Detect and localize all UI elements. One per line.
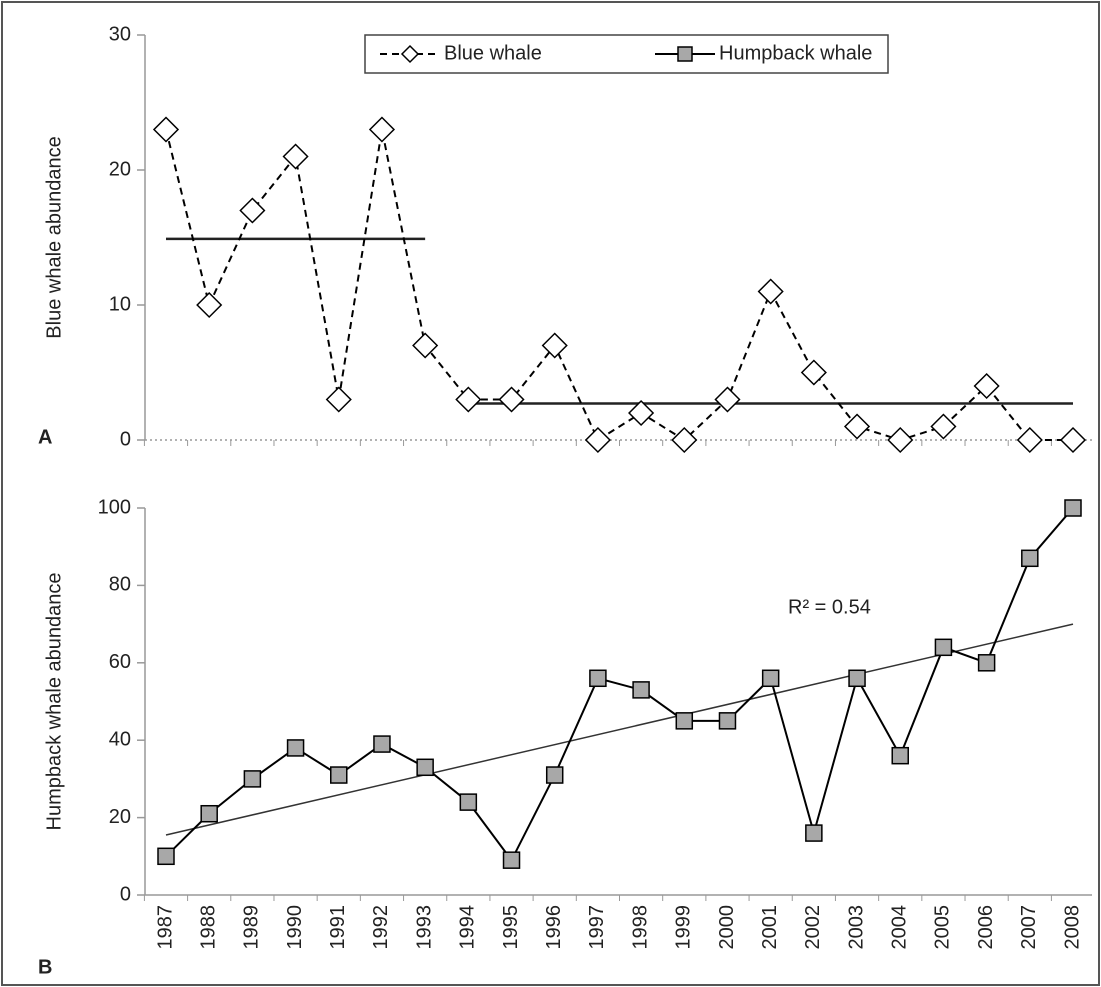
y-tick-label: 20 (109, 806, 131, 828)
x-tick-label: 2002 (802, 905, 824, 950)
marker (973, 372, 1000, 400)
legend-box (364, 34, 889, 74)
marker (761, 669, 780, 688)
x-tick-label: 1997 (586, 905, 608, 950)
marker (1016, 426, 1043, 454)
panel-label: A (38, 426, 52, 448)
marker (416, 758, 434, 777)
y-tick-label: 60 (109, 651, 131, 673)
marker (330, 766, 348, 784)
y-tick-label: 30 (109, 23, 131, 45)
marker (843, 413, 871, 440)
x-tick-label: 2005 (932, 905, 954, 950)
y-tick-label: 40 (109, 728, 131, 750)
marker (584, 426, 611, 454)
x-tick-label: 2001 (759, 905, 781, 950)
marker (757, 278, 784, 305)
marker (1021, 549, 1039, 568)
x-tick-label: 1987 (154, 905, 176, 950)
y-tick-label: 80 (109, 574, 131, 596)
x-tick-label: 2007 (1018, 905, 1040, 950)
x-tick-label: 1992 (370, 905, 392, 950)
marker (628, 399, 655, 427)
x-tick-label: 1996 (543, 905, 565, 950)
x-tick-label: 2006 (975, 905, 997, 950)
marker (977, 654, 996, 672)
x-tick-label: 1990 (284, 905, 306, 950)
marker (848, 669, 866, 688)
x-tick-label: 2008 (1061, 905, 1083, 950)
marker (196, 291, 223, 319)
marker (239, 197, 266, 224)
marker (891, 746, 909, 765)
marker (545, 766, 564, 784)
marker (502, 851, 521, 869)
marker (800, 359, 827, 386)
legend-label: Humpback whale (719, 42, 872, 64)
x-tick-label: 2000 (716, 905, 738, 950)
x-tick-label: 1993 (413, 905, 435, 950)
annotation: R² = 0.54 (788, 596, 871, 618)
marker (282, 143, 309, 170)
marker (455, 386, 482, 413)
x-tick-label: 1988 (197, 905, 219, 950)
x-tick-label: 1994 (457, 905, 479, 950)
y-tick-label: 20 (109, 158, 131, 180)
y-tick-label: 100 (98, 496, 131, 518)
marker (541, 332, 568, 359)
marker (373, 735, 391, 753)
marker (930, 413, 957, 440)
y-axis-label: Blue whale abundance (43, 136, 65, 338)
marker (671, 426, 698, 454)
marker (1064, 499, 1082, 517)
y-tick-label: 0 (120, 428, 131, 450)
marker (675, 712, 694, 730)
marker (152, 116, 180, 143)
marker (887, 426, 914, 454)
x-tick-label: 2003 (845, 905, 867, 950)
legend-label: Blue whale (444, 42, 542, 64)
marker (325, 386, 352, 413)
marker (934, 638, 953, 657)
marker (632, 681, 650, 699)
legend-marker (677, 46, 693, 62)
trendline (165, 623, 1074, 836)
marker (589, 669, 607, 688)
x-tick-label: 1991 (327, 905, 349, 950)
marker (714, 386, 741, 413)
y-tick-label: 10 (109, 293, 131, 315)
marker (1059, 426, 1087, 454)
marker (243, 770, 262, 788)
x-tick-label: 1999 (673, 905, 695, 950)
x-tick-label: 1995 (500, 905, 522, 950)
marker (805, 824, 823, 842)
series-line (165, 129, 1073, 442)
x-tick-label: 1998 (629, 905, 651, 950)
marker (718, 712, 737, 730)
marker (200, 804, 218, 823)
legend-marker (400, 44, 420, 64)
x-tick-label: 1989 (241, 905, 263, 950)
marker (368, 116, 396, 143)
marker (498, 386, 525, 413)
x-tick-label: 2004 (889, 905, 911, 950)
series-line (165, 507, 1074, 863)
marker (412, 332, 439, 359)
marker (459, 793, 478, 811)
y-tick-label: 0 (120, 883, 131, 905)
marker (286, 739, 305, 757)
marker (157, 847, 175, 866)
panel-label: B (38, 956, 52, 978)
y-axis-label: Humpback whale abundance (43, 573, 65, 831)
